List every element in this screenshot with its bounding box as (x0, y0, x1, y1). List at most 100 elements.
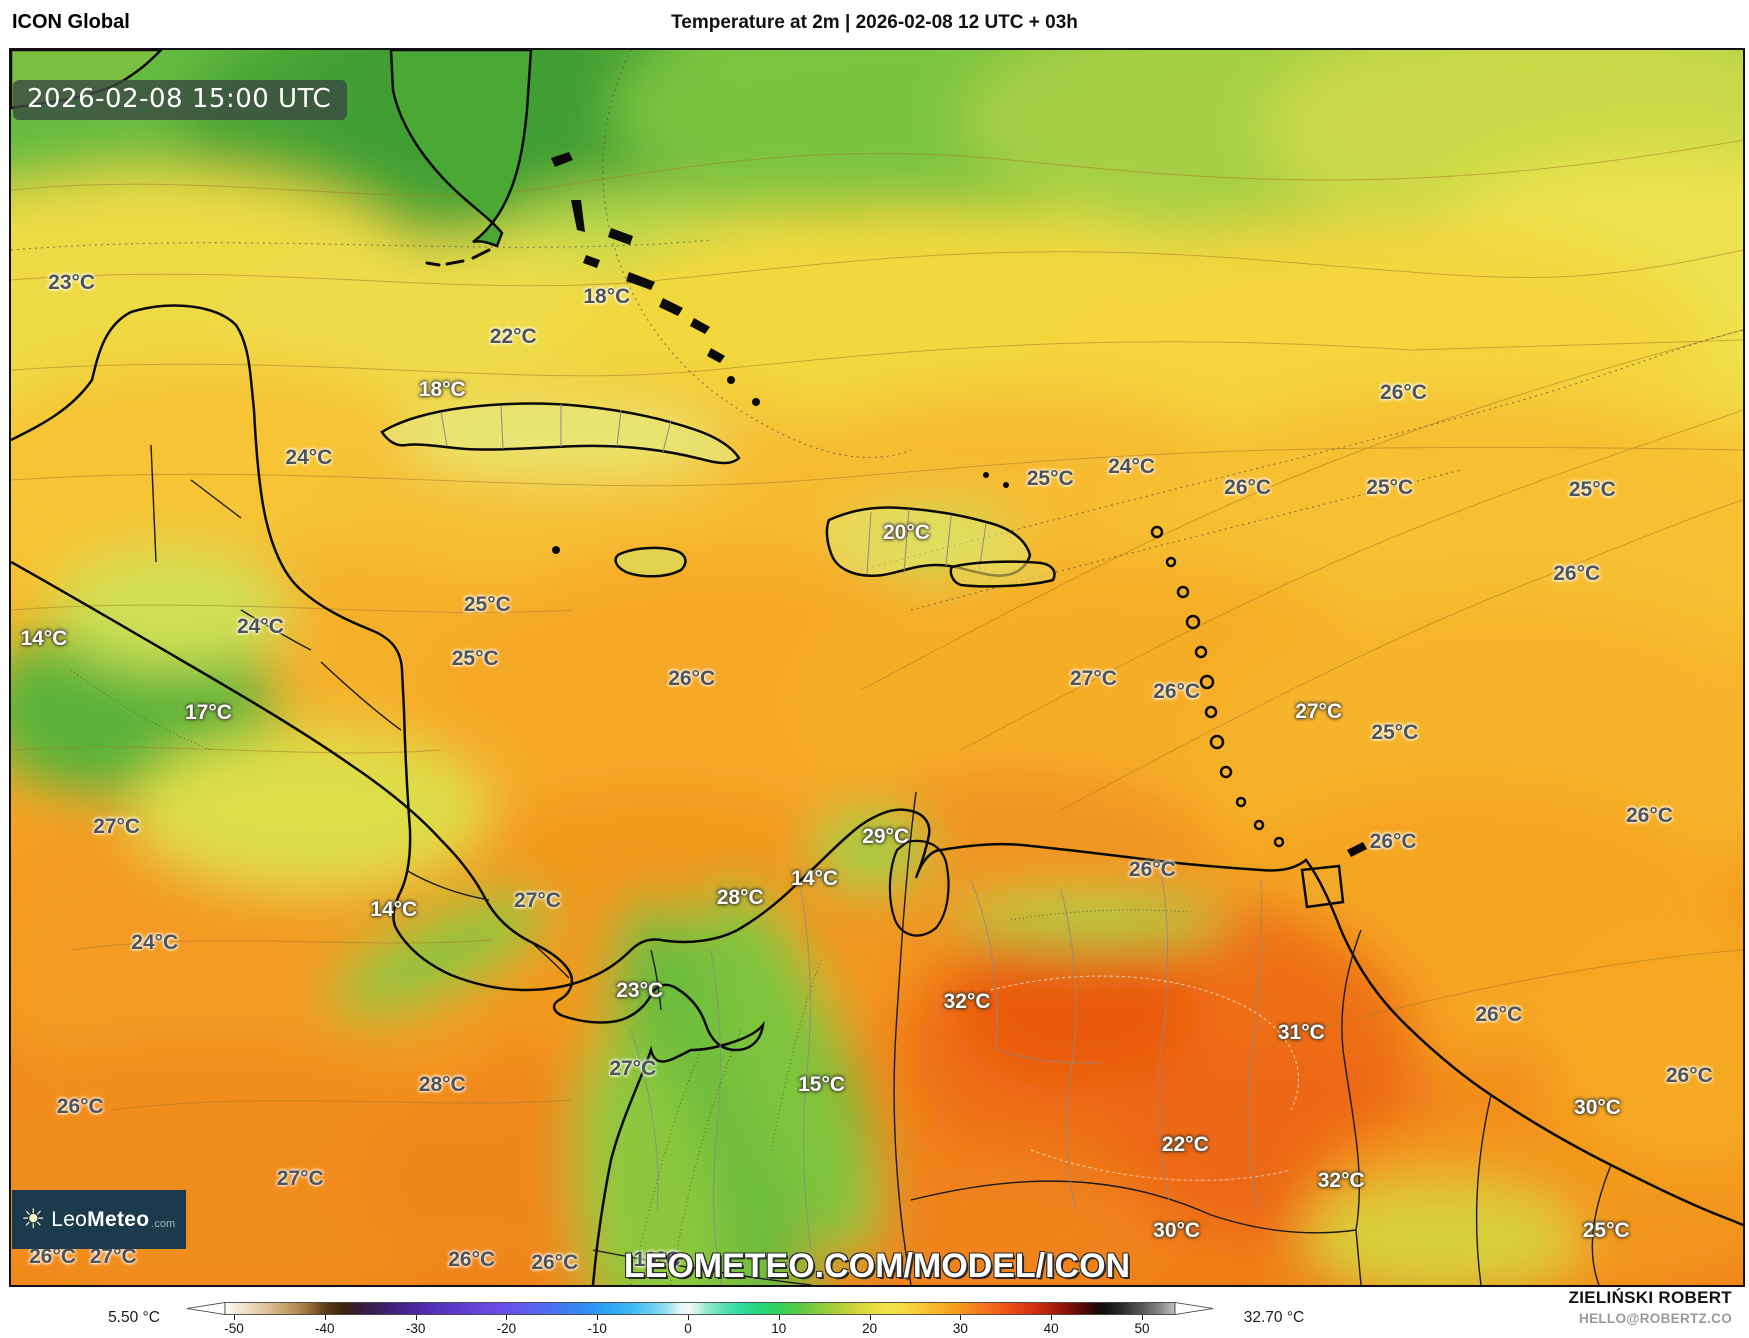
temp-label: 24°C (131, 930, 179, 954)
tick-mark (688, 1315, 689, 1320)
sun-icon: ☀ (21, 1204, 46, 1234)
temp-label: 26°C (1128, 858, 1176, 882)
temp-label: 24°C (285, 445, 333, 469)
temp-label: 18°C (583, 285, 631, 308)
leometeo-logo: ☀ LeoMeteo .com (12, 1190, 186, 1249)
temperature-blobs (11, 50, 1743, 1285)
coastlines (11, 50, 1743, 1285)
temp-label: 25°C (1568, 477, 1616, 501)
temp-label: 27°C (276, 1166, 324, 1190)
temp-label: 27°C (93, 814, 141, 838)
temp-label: 24°C (1108, 455, 1156, 479)
bahamas-islands (551, 152, 760, 406)
temp-label: 26°C (1153, 680, 1201, 704)
hot-zone-contours (990, 975, 1299, 1181)
header: ICON Global Temperature at 2m | 2026-02-… (0, 0, 1749, 48)
temp-label: 26°C (29, 1244, 77, 1268)
tick-label: 40 (1043, 1321, 1059, 1336)
tick-mark (869, 1315, 871, 1320)
tick-mark (1142, 1315, 1143, 1320)
tick-label: -30 (405, 1321, 426, 1336)
temp-label: 26°C (1475, 1002, 1523, 1026)
temp-label: 25°C (1366, 476, 1414, 500)
country-borders (150, 444, 1612, 1285)
colorbar-right-arrow (1174, 1302, 1214, 1315)
tick-mark (960, 1315, 962, 1320)
temp-label: 29°C (862, 824, 910, 848)
temp-label: 27°C (89, 1244, 137, 1268)
temp-label: 26°C (531, 1250, 579, 1274)
temp-label: 30°C (1574, 1096, 1621, 1120)
temp-label: 32°C (943, 990, 991, 1014)
temp-label: 31°C (1277, 1021, 1325, 1045)
tick-label: 50 (1134, 1321, 1150, 1336)
tick-mark (415, 1315, 417, 1320)
florida-keys (425, 248, 491, 267)
page-title: Temperature at 2m | 2026-02-08 12 UTC + … (671, 12, 1078, 33)
temp-label: 14°C (20, 627, 68, 651)
colorbar-gradient (186, 1302, 1214, 1315)
temp-label: 17°C (184, 701, 232, 725)
temp-label: 25°C (463, 592, 511, 616)
map-canvas: 23°C 18°C 22°C 18°C 24°C 26°C 24°C 25°C 26°C 25°C… (9, 48, 1745, 1287)
temp-label: 26°C (1224, 476, 1272, 500)
temp-label: 26°C (1626, 803, 1673, 827)
temp-label: 25°C (1371, 720, 1419, 744)
temp-label: 27°C (514, 888, 561, 912)
temp-label: 27°C (609, 1056, 657, 1080)
author-contact: HELLO@ROBERTZ.CO (1579, 1311, 1732, 1326)
temp-label: 20°C (882, 520, 930, 544)
lesser-antilles (1150, 525, 1285, 848)
temp-label: 22°C (489, 324, 537, 348)
temp-label: 24°C (236, 614, 284, 638)
tick-mark (506, 1315, 508, 1320)
temp-label: 30°C (1153, 1218, 1201, 1242)
cuba-provinces (440, 404, 672, 453)
tick-mark (324, 1315, 326, 1320)
terrain-hatching (70, 669, 1192, 1285)
tick-label: -40 (315, 1321, 335, 1336)
tick-label: -20 (496, 1321, 517, 1336)
colorbar: -50 -40 -30 -20 -10 0 10 20 30 40 50 (186, 1302, 1220, 1338)
timestamp-overlay: 2026-02-08 15:00 UTC (13, 80, 348, 120)
logo-tld: .com (151, 1217, 176, 1230)
temp-label: 23°C (616, 979, 664, 1003)
temp-label: 26°C (1553, 561, 1601, 585)
temp-label: 27°C (1295, 699, 1343, 723)
temp-label: 26°C (448, 1248, 496, 1272)
temp-label: 14°C (370, 897, 418, 921)
temp-label: 25°C (1582, 1218, 1630, 1242)
temp-label: 18°C (418, 377, 466, 401)
logo-text: LeoMeteo (51, 1207, 150, 1231)
tick-label: 30 (952, 1321, 968, 1336)
watermark-url: LEOMETEO.COM/MODEL/ICON (623, 1247, 1131, 1285)
author-name: ZIELIŃSKI ROBERT (1568, 1288, 1732, 1307)
tick-label: 0 (684, 1321, 692, 1336)
model-name: ICON Global (12, 11, 130, 33)
isotherm-contours (11, 139, 1743, 1111)
temp-label: 27°C (1070, 666, 1117, 690)
temp-label: 28°C (418, 1072, 466, 1096)
colorbar-left-arrow (186, 1302, 226, 1315)
temp-label: 10°C (633, 1248, 681, 1272)
tick-mark (778, 1315, 780, 1320)
tick-label: -10 (587, 1321, 607, 1336)
tick-mark (234, 1315, 235, 1320)
temp-label: 26°C (56, 1095, 104, 1119)
admin-borders (630, 869, 1262, 1285)
temp-label: 25°C (451, 646, 499, 670)
temp-label: 26°C (1369, 829, 1417, 853)
tick-mark (597, 1315, 599, 1320)
temp-label: 32°C (1317, 1169, 1365, 1193)
dashed-contours (11, 50, 1743, 611)
temp-label: 23°C (48, 271, 96, 295)
temp-label: 25°C (1026, 466, 1074, 490)
domain-max-temp: 32.70 °C (1243, 1309, 1305, 1326)
temp-label: 28°C (716, 886, 764, 910)
temperature-field (11, 50, 1743, 1285)
domain-min-temp: 5.50 °C (108, 1309, 160, 1326)
temp-label: 26°C (668, 666, 716, 690)
tick-label: 20 (862, 1321, 878, 1336)
credits: ZIELIŃSKI ROBERT HELLO@ROBERTZ.CO (1569, 1288, 1732, 1326)
